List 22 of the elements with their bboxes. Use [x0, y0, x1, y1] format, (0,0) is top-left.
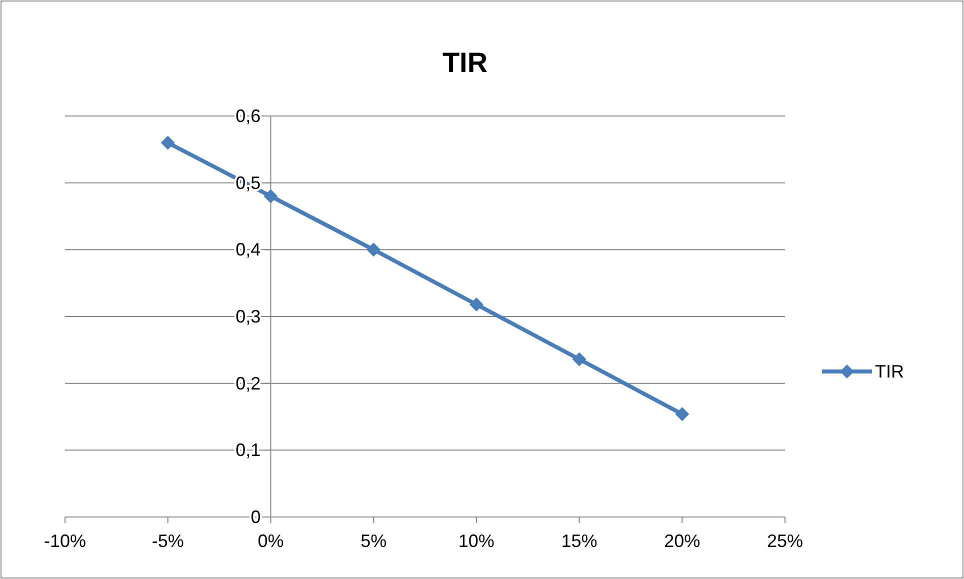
- x-tick-label: 5%: [360, 531, 387, 551]
- x-tick-label: 20%: [664, 531, 700, 551]
- y-tick-label: 0,1: [236, 440, 261, 460]
- y-tick-label: 0,2: [236, 373, 261, 394]
- chart-title: TIR: [442, 47, 488, 78]
- y-tick-label: 0,3: [236, 306, 261, 326]
- point: [160, 136, 175, 150]
- point: [572, 352, 586, 366]
- y-tick-label: 0,4: [236, 240, 261, 260]
- x-tick-label: -10%: [44, 531, 86, 551]
- legend-label: TIR: [875, 362, 904, 382]
- x-tick-label: 10%: [458, 531, 494, 551]
- x-tick-label: 0%: [258, 531, 284, 551]
- point: [264, 189, 278, 204]
- point: [469, 297, 484, 312]
- point: [675, 407, 690, 422]
- x-tick-label: 25%: [766, 531, 804, 551]
- point: [366, 242, 381, 257]
- x-tick-label: -5%: [152, 531, 184, 551]
- x-tick-label: 15%: [561, 531, 598, 551]
- y-tick-label: 0,6: [236, 106, 261, 126]
- y-tick-label: 0: [250, 507, 261, 527]
